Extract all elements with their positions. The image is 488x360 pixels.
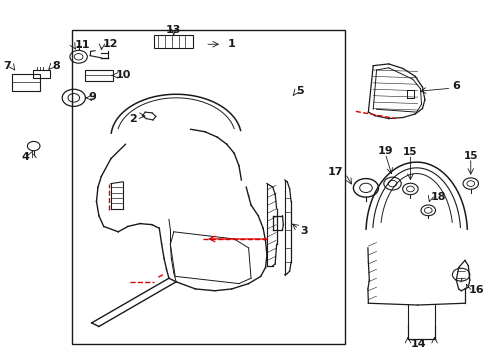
Text: 10: 10 — [115, 69, 130, 80]
Text: 5: 5 — [295, 86, 303, 96]
Text: 8: 8 — [52, 61, 60, 71]
Text: 2: 2 — [128, 113, 136, 123]
Text: 4: 4 — [21, 152, 29, 162]
Text: 6: 6 — [451, 81, 459, 91]
Text: 9: 9 — [88, 92, 96, 102]
Bar — [85, 70, 113, 81]
Bar — [72, 30, 345, 344]
Text: 19: 19 — [377, 147, 392, 157]
Text: 12: 12 — [102, 39, 118, 49]
Bar — [154, 35, 193, 48]
Text: 17: 17 — [326, 167, 342, 177]
Text: 7: 7 — [3, 61, 11, 71]
Text: 13: 13 — [166, 25, 181, 35]
Text: 15: 15 — [463, 151, 477, 161]
Bar — [33, 70, 50, 78]
Text: 1: 1 — [227, 39, 235, 49]
Text: 14: 14 — [410, 339, 426, 348]
Text: 16: 16 — [468, 285, 483, 295]
Bar — [12, 73, 40, 91]
Text: 3: 3 — [300, 226, 307, 236]
Text: 11: 11 — [75, 40, 90, 50]
Text: 15: 15 — [402, 147, 417, 157]
Text: 18: 18 — [430, 192, 446, 202]
